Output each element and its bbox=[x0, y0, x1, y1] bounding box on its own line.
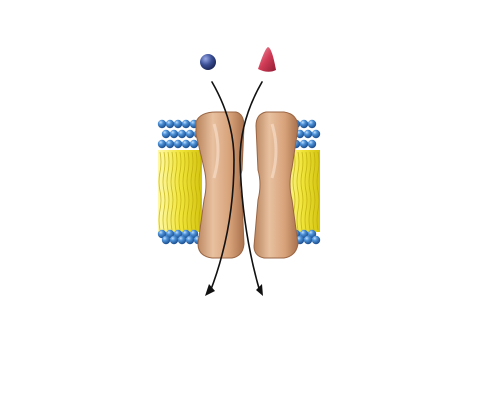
lipid-head bbox=[189, 229, 199, 239]
arrow-path-right bbox=[239, 81, 263, 293]
lipid-head bbox=[177, 235, 187, 245]
lipid-tail bbox=[158, 151, 162, 231]
arrowhead-left-icon bbox=[205, 284, 215, 296]
lipid-bilayer-left bbox=[157, 119, 203, 245]
lipid-head bbox=[185, 235, 195, 245]
lipid-head bbox=[181, 229, 191, 239]
lipid-head bbox=[299, 139, 309, 149]
lipid-tail bbox=[296, 151, 300, 231]
lipid-head bbox=[299, 119, 309, 129]
lipid-head bbox=[165, 229, 175, 239]
sphere-molecule-icon bbox=[200, 54, 216, 70]
lipid-head bbox=[157, 119, 167, 129]
lipid-tail bbox=[182, 151, 186, 231]
lipid-heads-left-bottom bbox=[157, 229, 203, 245]
lipid-head bbox=[177, 129, 187, 139]
lipid-head bbox=[157, 229, 167, 239]
lipid-tail bbox=[190, 151, 194, 231]
lipid-head bbox=[157, 139, 167, 149]
lipid-tail bbox=[174, 151, 178, 231]
channel-highlight-left bbox=[212, 123, 220, 179]
lipid-head bbox=[303, 235, 313, 245]
lipid-head bbox=[311, 129, 321, 139]
lipid-head bbox=[189, 139, 199, 149]
lipid-tail bbox=[308, 151, 312, 231]
lipid-head bbox=[173, 119, 183, 129]
lipid-head bbox=[307, 119, 317, 129]
lipid-tail bbox=[304, 151, 308, 231]
cone-molecule-icon bbox=[258, 47, 276, 72]
lipid-head bbox=[181, 139, 191, 149]
lipid-head bbox=[181, 119, 191, 129]
lipid-tail bbox=[194, 151, 198, 231]
lipid-tail bbox=[170, 151, 174, 231]
lipid-tail bbox=[186, 151, 190, 231]
lipid-tail bbox=[316, 151, 320, 231]
arrowhead-right-icon bbox=[256, 284, 263, 296]
lipid-head bbox=[169, 235, 179, 245]
lipid-head bbox=[173, 139, 183, 149]
lipid-head bbox=[161, 129, 171, 139]
lipid-head bbox=[185, 129, 195, 139]
lipid-tail bbox=[178, 151, 182, 231]
lipid-head bbox=[307, 229, 317, 239]
lipid-tail bbox=[162, 151, 166, 231]
lipid-head bbox=[303, 129, 313, 139]
lipid-tail bbox=[166, 151, 170, 231]
channel-protein bbox=[195, 111, 299, 259]
lipid-tail bbox=[312, 151, 316, 231]
lipid-head bbox=[307, 139, 317, 149]
transport-arrows bbox=[209, 81, 263, 293]
lipid-head bbox=[161, 235, 171, 245]
channel-highlight-right bbox=[270, 123, 278, 179]
lipid-head bbox=[173, 229, 183, 239]
lipid-head bbox=[169, 129, 179, 139]
lipid-tail bbox=[198, 151, 202, 231]
lipid-tails-left bbox=[158, 151, 202, 231]
lipid-head bbox=[311, 235, 321, 245]
arrow-path-left bbox=[209, 81, 235, 293]
channel-protein-right-half bbox=[253, 111, 299, 259]
lipid-tail bbox=[300, 151, 304, 231]
channel-protein-left-half bbox=[195, 111, 245, 259]
lipid-head bbox=[165, 139, 175, 149]
lipid-head bbox=[165, 119, 175, 129]
lipid-head bbox=[299, 229, 309, 239]
